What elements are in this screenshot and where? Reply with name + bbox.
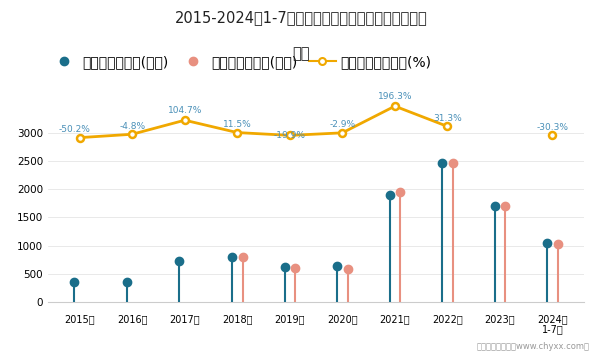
Text: -30.3%: -30.3%: [536, 123, 568, 132]
Text: -50.2%: -50.2%: [58, 125, 90, 134]
Text: -4.8%: -4.8%: [119, 122, 145, 131]
Legend: 利润总额累计値(亿元), 营业利润累计値(亿元), 利润总额累计增长(%): 利润总额累计値(亿元), 营业利润累计値(亿元), 利润总额累计增长(%): [45, 50, 437, 75]
Text: 2023年: 2023年: [485, 314, 515, 324]
Text: 2022年: 2022年: [432, 314, 463, 324]
Text: 制图：智研咏询（www.chyxx.com）: 制图：智研咏询（www.chyxx.com）: [477, 343, 590, 351]
Text: 2015-2024年1-7月新隤维吾尔自治区工业企业利润统: 2015-2024年1-7月新隤维吾尔自治区工业企业利润统: [175, 11, 427, 26]
Text: 11.5%: 11.5%: [223, 120, 252, 129]
Text: 计图: 计图: [292, 46, 310, 61]
Text: 2015年: 2015年: [64, 314, 95, 324]
Text: -2.9%: -2.9%: [329, 120, 355, 130]
Text: 104.7%: 104.7%: [167, 106, 202, 115]
Text: 2017年: 2017年: [169, 314, 200, 324]
Text: 31.3%: 31.3%: [433, 114, 462, 123]
Text: 2018年: 2018年: [222, 314, 252, 324]
Text: -19.9%: -19.9%: [274, 131, 306, 140]
Text: 2016年: 2016年: [117, 314, 147, 324]
Text: 1-7月: 1-7月: [542, 324, 563, 334]
Text: 2024年: 2024年: [537, 314, 568, 324]
Text: 2020年: 2020年: [327, 314, 358, 324]
Text: 2019年: 2019年: [275, 314, 305, 324]
Text: 196.3%: 196.3%: [377, 92, 412, 100]
Text: 2021年: 2021年: [379, 314, 410, 324]
